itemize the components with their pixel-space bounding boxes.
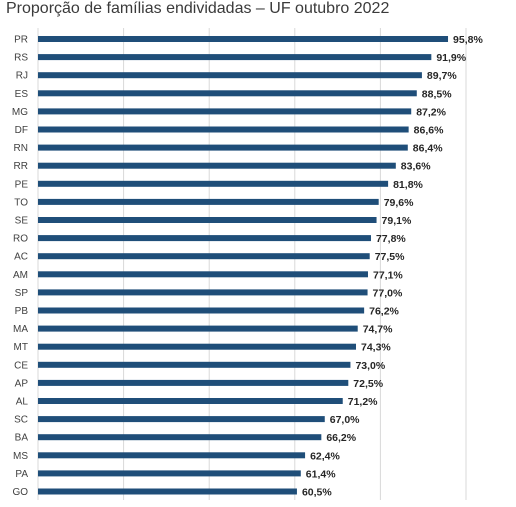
data-label: 61,4% [306, 468, 336, 480]
data-label: 73,0% [355, 360, 385, 372]
bar [38, 271, 368, 278]
bar [38, 488, 297, 495]
data-label: 77,8% [376, 233, 406, 245]
category-label: BA [15, 433, 29, 444]
data-label: 60,5% [302, 487, 332, 499]
bar [38, 434, 322, 441]
category-label: SE [15, 216, 29, 227]
category-label: PB [15, 306, 29, 317]
category-label: MA [13, 324, 28, 335]
data-label: 66,2% [326, 432, 356, 444]
data-label: 79,6% [384, 197, 414, 209]
data-label: 72,5% [353, 378, 383, 390]
bar [38, 162, 396, 169]
data-label: 91,9% [436, 52, 466, 64]
bar [38, 36, 449, 42]
bar [38, 307, 365, 314]
bar [38, 361, 351, 368]
category-label: AL [16, 397, 29, 408]
data-label: 83,6% [401, 161, 431, 173]
data-label: 95,8% [453, 34, 483, 46]
category-label: RO [13, 234, 28, 245]
data-label: 86,6% [414, 125, 444, 137]
data-label: 77,0% [373, 287, 403, 299]
chart-title: Proporção de famílias endividadas – UF o… [6, 0, 390, 17]
category-label: RJ [16, 71, 28, 82]
bar [38, 90, 417, 97]
data-label: 62,4% [310, 450, 340, 462]
data-label: 81,8% [393, 179, 423, 191]
bar [38, 217, 377, 223]
data-label: 79,1% [382, 215, 412, 227]
category-label: MS [13, 451, 28, 462]
category-label: ES [15, 89, 29, 100]
category-label: AM [13, 270, 28, 281]
bar [38, 253, 370, 260]
data-label: 88,5% [422, 88, 452, 100]
category-label: PR [14, 35, 28, 46]
category-label: SP [15, 288, 29, 299]
data-label: 77,5% [375, 251, 405, 263]
data-label: 74,3% [361, 342, 391, 354]
category-label: PE [15, 179, 29, 190]
data-label: 87,2% [416, 106, 446, 118]
category-label: GO [12, 487, 28, 498]
category-label: AC [14, 252, 28, 263]
category-label: AP [15, 378, 29, 389]
category-label: TO [14, 197, 28, 208]
bar [38, 108, 412, 115]
bar [38, 398, 343, 404]
category-label: RN [14, 143, 28, 154]
bar [38, 343, 357, 350]
data-label: 77,1% [373, 269, 403, 281]
data-label: 74,7% [363, 324, 393, 336]
bar [38, 198, 379, 205]
category-label: SC [14, 415, 28, 426]
category-label: DF [15, 125, 28, 136]
bar [38, 379, 349, 386]
data-label: 86,4% [413, 143, 443, 155]
data-label: 76,2% [369, 306, 399, 318]
bar [38, 325, 358, 332]
bar [38, 72, 422, 79]
data-label: 67,0% [330, 414, 360, 426]
category-label: RR [14, 161, 28, 172]
category-label: CE [14, 360, 28, 371]
bar [38, 470, 301, 477]
bar [38, 416, 325, 423]
category-label: MG [12, 107, 28, 118]
bar [38, 235, 371, 242]
category-label: RS [14, 53, 28, 64]
category-label: MT [14, 342, 28, 353]
category-label: PA [15, 469, 28, 480]
bar [38, 289, 368, 296]
data-label: 71,2% [348, 396, 378, 408]
bar [38, 452, 306, 459]
data-label: 89,7% [427, 70, 457, 82]
bar [38, 126, 409, 133]
bar [38, 180, 389, 187]
bar [38, 144, 408, 151]
bar [38, 54, 432, 61]
